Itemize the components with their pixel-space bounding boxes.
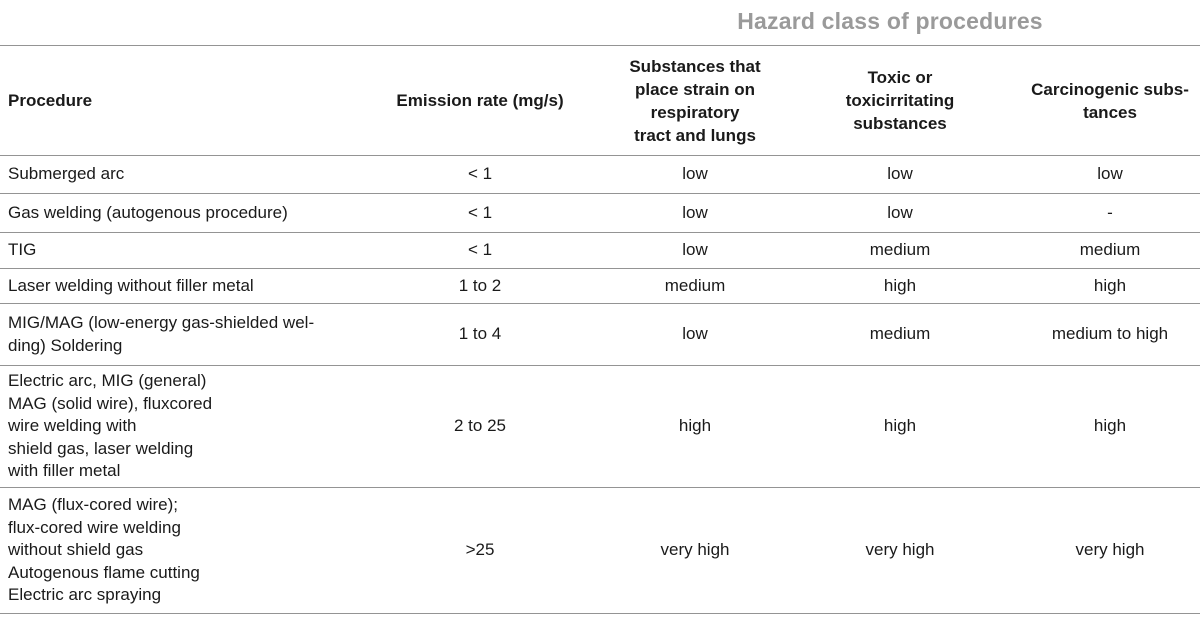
column-header-emission-rate: Emission rate (mg/s) bbox=[396, 91, 564, 110]
cell-emission-rate: 1 to 4 bbox=[458, 324, 502, 344]
cell-emission-rate: >25 bbox=[465, 540, 495, 560]
cell-toxic: very high bbox=[865, 540, 935, 560]
cell-respiratory: low bbox=[682, 202, 708, 222]
column-header-procedure: Procedure bbox=[8, 91, 93, 110]
cell-procedure: Laser welding without filler metal bbox=[8, 275, 254, 295]
cell-toxic: high bbox=[883, 275, 917, 295]
cell-toxic: low bbox=[887, 202, 913, 222]
cell-emission-rate: < 1 bbox=[467, 164, 493, 184]
cell-carcinogenic: medium to high bbox=[1051, 324, 1169, 344]
cell-carcinogenic: high bbox=[1093, 275, 1127, 295]
cell-carcinogenic: medium bbox=[1079, 240, 1141, 260]
table-row: Electric arc, MIG (general) MAG (solid w… bbox=[0, 365, 1200, 488]
cell-carcinogenic: high bbox=[1093, 416, 1127, 436]
cell-procedure: MIG/MAG (low-energy gas-shielded wel- di… bbox=[8, 313, 315, 355]
table-row: MAG (flux-cored wire); flux-cored wire w… bbox=[0, 487, 1200, 614]
table-row: Submerged arc < 1 low low low bbox=[0, 155, 1200, 194]
cell-procedure: Submerged arc bbox=[8, 164, 125, 184]
cell-carcinogenic: - bbox=[1107, 202, 1113, 222]
table-title: Hazard class of procedures bbox=[737, 8, 1043, 34]
cell-emission-rate: < 1 bbox=[467, 202, 493, 222]
column-header-toxic-substances: Toxic or toxicirritating substances bbox=[845, 68, 955, 133]
column-header-carcinogenic-substances: Carcinogenic subs- tances bbox=[1031, 79, 1189, 122]
table-row: Laser welding without filler metal 1 to … bbox=[0, 268, 1200, 304]
cell-procedure: TIG bbox=[8, 240, 37, 260]
cell-procedure: Electric arc, MIG (general) MAG (solid w… bbox=[8, 371, 213, 481]
hazard-class-table: Procedure Emission rate (mg/s) Substance… bbox=[0, 45, 1200, 614]
cell-emission-rate: 2 to 25 bbox=[454, 416, 506, 436]
cell-carcinogenic: low bbox=[1097, 164, 1123, 184]
cell-respiratory: low bbox=[682, 324, 708, 344]
cell-toxic: medium bbox=[869, 240, 931, 260]
cell-toxic: high bbox=[883, 416, 917, 436]
cell-emission-rate: < 1 bbox=[467, 240, 493, 260]
cell-respiratory: high bbox=[678, 416, 712, 436]
cell-procedure: Gas welding (autogenous procedure) bbox=[8, 202, 288, 222]
cell-respiratory: low bbox=[682, 164, 708, 184]
cell-toxic: low bbox=[887, 164, 913, 184]
cell-toxic: medium bbox=[869, 324, 931, 344]
cell-respiratory: medium bbox=[664, 275, 726, 295]
table-row: TIG < 1 low medium medium bbox=[0, 232, 1200, 269]
table-row: MIG/MAG (low-energy gas-shielded wel- di… bbox=[0, 303, 1200, 366]
cell-emission-rate: 1 to 2 bbox=[458, 275, 502, 295]
cell-respiratory: low bbox=[682, 240, 708, 260]
cell-procedure: MAG (flux-cored wire); flux-cored wire w… bbox=[8, 495, 200, 605]
cell-respiratory: very high bbox=[660, 540, 730, 560]
table-header-row: Procedure Emission rate (mg/s) Substance… bbox=[0, 45, 1200, 156]
cell-carcinogenic: very high bbox=[1075, 540, 1145, 560]
column-header-respiratory-substances: Substances that place strain on respirat… bbox=[629, 56, 761, 145]
table-row: Gas welding (autogenous procedure) < 1 l… bbox=[0, 193, 1200, 233]
